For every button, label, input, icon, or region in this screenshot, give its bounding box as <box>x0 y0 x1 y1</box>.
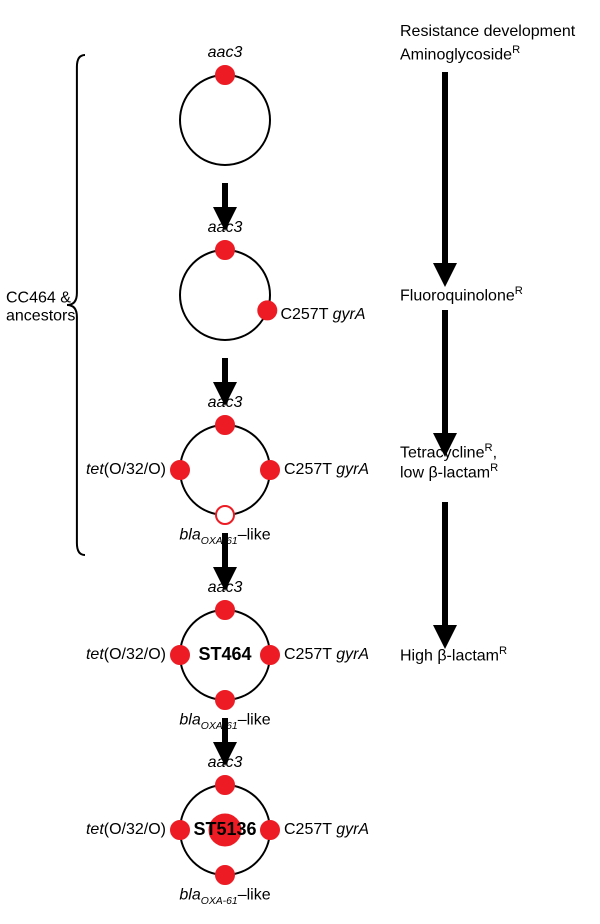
gene-dot <box>171 646 189 664</box>
resistance-stage: High β-lactamR <box>400 645 507 665</box>
gene-dot <box>258 301 276 319</box>
gene-dot <box>216 866 234 884</box>
gene-dot <box>216 241 234 259</box>
gene-dot <box>171 461 189 479</box>
gene-label-left: tet(O/32/O) <box>86 461 166 479</box>
gene-dot <box>216 506 234 524</box>
gene-label-top: aac3 <box>208 579 243 597</box>
gene-label-left: tet(O/32/O) <box>86 821 166 839</box>
gene-label-bottom: blaOXA-61–like <box>179 887 270 908</box>
circle-center-label: ST464 <box>198 645 251 665</box>
genome-circle <box>180 425 270 515</box>
gene-dot <box>261 646 279 664</box>
resistance-stage: TetracyclineR,low β-lactamR <box>400 442 498 482</box>
diagram-svg <box>0 0 600 919</box>
gene-label-right: C257T gyrA <box>284 821 369 839</box>
diagram-stage: aac3 aac3 C257T gyrA aac3 C257T gyrA tet(O/32… <box>0 0 600 919</box>
circle-center-label: ST5136 <box>193 820 256 840</box>
gene-label-right: C257T gyrA <box>284 461 369 479</box>
gene-dot <box>261 461 279 479</box>
gene-label-bottom: blaOXA-61–like <box>179 712 270 733</box>
gene-label-top: aac3 <box>208 44 243 62</box>
gene-dot <box>216 416 234 434</box>
resistance-stage: FluoroquinoloneR <box>400 285 523 305</box>
right-col-title: Resistance development <box>400 23 575 41</box>
gene-dot <box>216 601 234 619</box>
gene-label-top: aac3 <box>208 394 243 412</box>
genome-circle <box>180 250 270 340</box>
gene-dot <box>171 821 189 839</box>
gene-label-right: C257T gyrA <box>280 306 365 324</box>
gene-dot <box>261 821 279 839</box>
gene-dot <box>216 66 234 84</box>
gene-label-right: C257T gyrA <box>284 646 369 664</box>
gene-dot <box>216 691 234 709</box>
gene-label-bottom: blaOXA-61–like <box>179 527 270 548</box>
gene-dot <box>216 776 234 794</box>
genome-circle <box>180 75 270 165</box>
resistance-stage: AminoglycosideR <box>400 44 520 64</box>
gene-label-top: aac3 <box>208 219 243 237</box>
gene-label-left: tet(O/32/O) <box>86 646 166 664</box>
bracket-label: CC464 &ancestors <box>6 289 75 324</box>
gene-label-top: aac3 <box>208 754 243 772</box>
